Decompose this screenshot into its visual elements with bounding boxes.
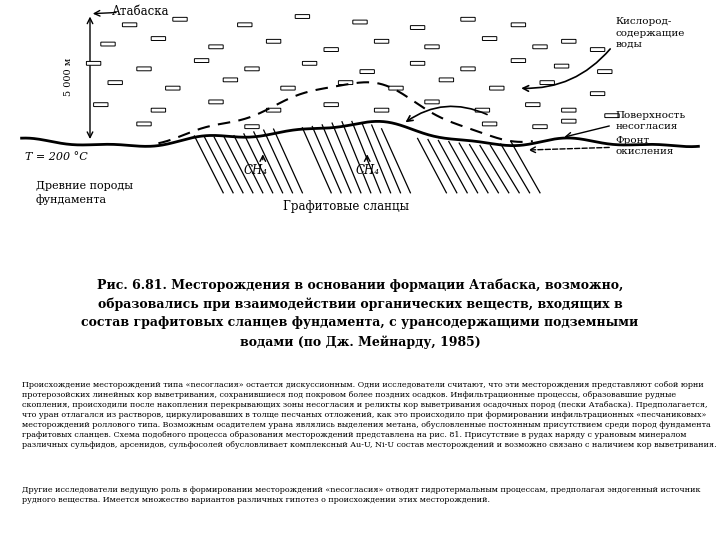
FancyBboxPatch shape — [122, 23, 137, 26]
FancyBboxPatch shape — [302, 62, 317, 65]
FancyBboxPatch shape — [410, 25, 425, 30]
Text: Древние породы
фундамента: Древние породы фундамента — [36, 181, 133, 205]
FancyBboxPatch shape — [173, 17, 187, 21]
FancyBboxPatch shape — [482, 37, 497, 40]
FancyBboxPatch shape — [482, 122, 497, 126]
Text: Происхождение месторождений типа «nесогласия» остается дискуссионным. Одни иссле: Происхождение месторождений типа «nесогл… — [22, 381, 716, 449]
Text: Другие исследователи ведущую роль в формировании месторождений «nесогласия» отво: Другие исследователи ведущую роль в форм… — [22, 486, 700, 504]
FancyBboxPatch shape — [598, 70, 612, 73]
FancyBboxPatch shape — [94, 103, 108, 106]
FancyBboxPatch shape — [605, 114, 619, 118]
FancyBboxPatch shape — [540, 80, 554, 85]
FancyBboxPatch shape — [389, 86, 403, 90]
FancyBboxPatch shape — [324, 103, 338, 106]
FancyBboxPatch shape — [533, 125, 547, 129]
FancyBboxPatch shape — [425, 100, 439, 104]
FancyBboxPatch shape — [562, 108, 576, 112]
FancyBboxPatch shape — [101, 42, 115, 46]
FancyBboxPatch shape — [238, 23, 252, 26]
FancyBboxPatch shape — [439, 78, 454, 82]
Text: Рис. 6.81. Месторождения в основании формации Атабаска, возможно,
образовались п: Рис. 6.81. Месторождения в основании фор… — [81, 278, 639, 349]
FancyArrowPatch shape — [407, 106, 487, 122]
FancyBboxPatch shape — [461, 17, 475, 21]
FancyBboxPatch shape — [562, 39, 576, 43]
FancyBboxPatch shape — [475, 108, 490, 112]
FancyBboxPatch shape — [461, 67, 475, 71]
FancyBboxPatch shape — [151, 37, 166, 40]
FancyBboxPatch shape — [533, 45, 547, 49]
FancyBboxPatch shape — [209, 45, 223, 49]
FancyBboxPatch shape — [410, 62, 425, 65]
FancyBboxPatch shape — [194, 59, 209, 63]
FancyBboxPatch shape — [511, 59, 526, 63]
FancyBboxPatch shape — [374, 39, 389, 43]
FancyBboxPatch shape — [137, 67, 151, 71]
FancyBboxPatch shape — [151, 108, 166, 112]
FancyBboxPatch shape — [511, 23, 526, 26]
FancyBboxPatch shape — [223, 78, 238, 82]
FancyBboxPatch shape — [266, 39, 281, 43]
FancyBboxPatch shape — [266, 108, 281, 112]
Text: Поверхность
несогласия: Поверхность несогласия — [616, 111, 685, 131]
FancyBboxPatch shape — [590, 48, 605, 51]
Text: CH₄: CH₄ — [355, 164, 379, 177]
FancyBboxPatch shape — [554, 64, 569, 68]
FancyBboxPatch shape — [374, 108, 389, 112]
FancyBboxPatch shape — [425, 45, 439, 49]
Text: Фронт
окисления: Фронт окисления — [616, 136, 674, 156]
Text: 5 000 м: 5 000 м — [64, 58, 73, 96]
FancyArrowPatch shape — [523, 49, 611, 91]
Text: Кислород-
содержащие
воды: Кислород- содержащие воды — [616, 17, 685, 49]
FancyBboxPatch shape — [166, 86, 180, 90]
FancyBboxPatch shape — [281, 86, 295, 90]
FancyBboxPatch shape — [562, 119, 576, 123]
FancyBboxPatch shape — [360, 70, 374, 73]
FancyBboxPatch shape — [353, 20, 367, 24]
FancyBboxPatch shape — [209, 100, 223, 104]
FancyBboxPatch shape — [245, 125, 259, 129]
FancyBboxPatch shape — [108, 80, 122, 85]
FancyBboxPatch shape — [490, 86, 504, 90]
FancyBboxPatch shape — [324, 48, 338, 51]
Text: Атабаска: Атабаска — [112, 4, 169, 17]
FancyBboxPatch shape — [295, 15, 310, 18]
FancyBboxPatch shape — [86, 62, 101, 65]
FancyBboxPatch shape — [245, 67, 259, 71]
FancyBboxPatch shape — [526, 103, 540, 106]
Text: CH₄: CH₄ — [243, 164, 268, 177]
Text: Графитовые сланцы: Графитовые сланцы — [282, 200, 409, 213]
FancyBboxPatch shape — [590, 92, 605, 96]
Text: T = 200 °C: T = 200 °C — [25, 152, 88, 162]
FancyBboxPatch shape — [137, 122, 151, 126]
FancyBboxPatch shape — [338, 80, 353, 85]
